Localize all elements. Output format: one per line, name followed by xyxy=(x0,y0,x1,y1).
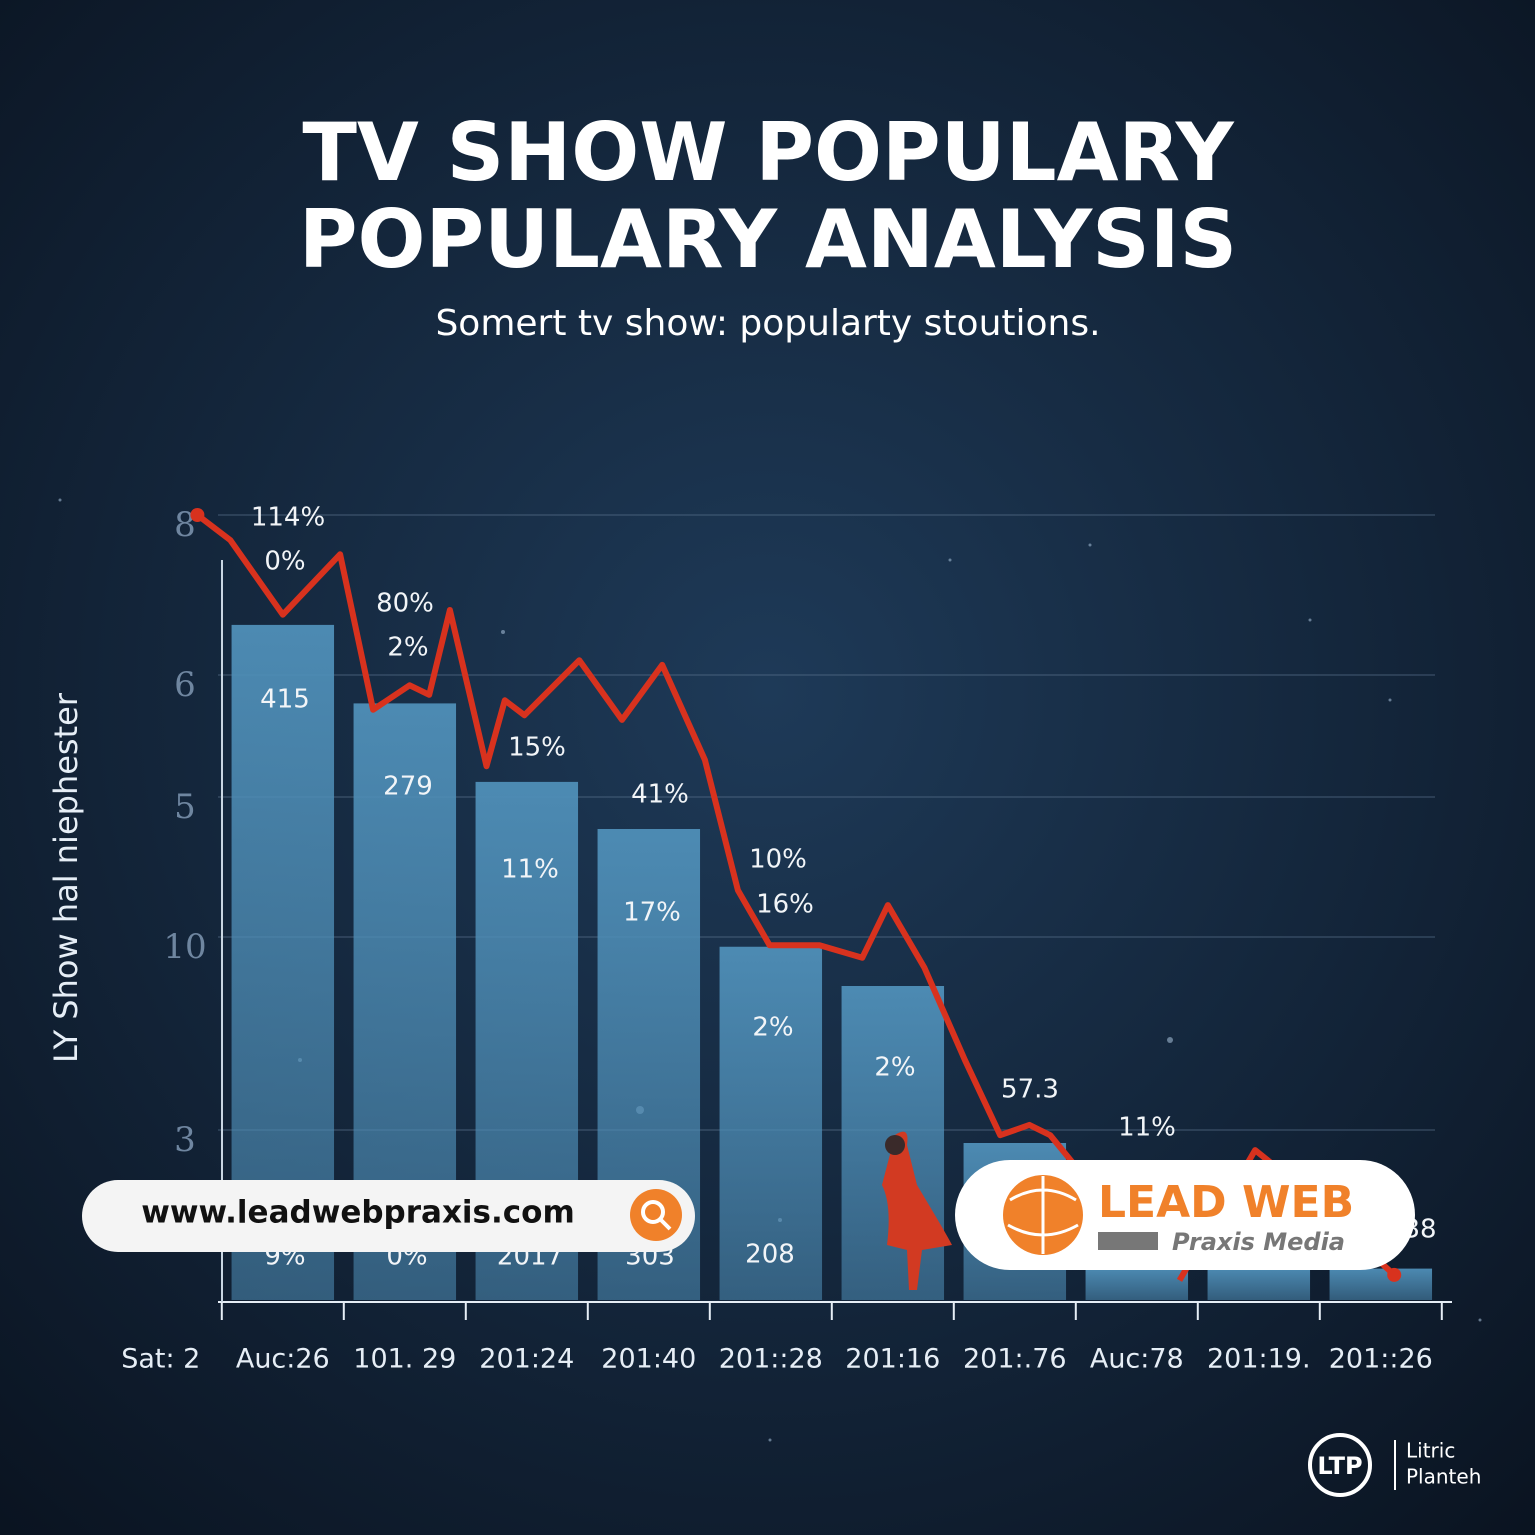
annotation: 2% xyxy=(874,1053,915,1083)
bar xyxy=(1085,1268,1189,1300)
x-tick-label: 201:24 xyxy=(479,1344,574,1375)
line-end xyxy=(1387,1267,1402,1282)
annotation: 208 xyxy=(745,1240,795,1270)
bar xyxy=(719,946,823,1300)
line-end xyxy=(190,508,205,522)
footer-line: Planteh xyxy=(1406,1465,1481,1489)
x-tick-label: 201:40 xyxy=(601,1344,696,1375)
bar xyxy=(1329,1268,1433,1300)
search-button[interactable] xyxy=(630,1189,682,1241)
annotation: 57.3 xyxy=(1001,1075,1059,1105)
search-icon xyxy=(658,1217,672,1231)
search-icon xyxy=(641,1200,665,1224)
x-tick-label: Auc:26 xyxy=(236,1344,330,1375)
y-tick-label: 10 xyxy=(163,927,206,967)
annotation: 11% xyxy=(501,855,559,885)
annotation: 279 xyxy=(383,772,433,802)
y-tick-label: 3 xyxy=(174,1120,196,1160)
annotation: 0% xyxy=(264,547,305,577)
annotation: 41% xyxy=(631,780,689,810)
figure xyxy=(882,1131,952,1290)
y-axis-label: LY Show hal niephester xyxy=(47,692,85,1063)
logo-bar xyxy=(1098,1232,1158,1250)
x-tick-label: 201::28 xyxy=(719,1344,823,1375)
url-text: www.leadwebpraxis.com xyxy=(141,1195,575,1231)
y-tick-label: 5 xyxy=(174,787,196,827)
footer-line: Litric xyxy=(1406,1439,1455,1463)
x-tick-label: Sat: 2 xyxy=(121,1344,200,1375)
figure-head xyxy=(885,1135,905,1155)
y-tick-label: 6 xyxy=(174,665,196,705)
bar xyxy=(1207,1268,1311,1300)
x-tick-label: 201:.76 xyxy=(963,1344,1067,1375)
annotation: 15% xyxy=(508,733,566,763)
annotation: 2% xyxy=(387,633,428,663)
x-tick-label: 201::26 xyxy=(1329,1344,1433,1375)
chart-title: TV SHOW POPULARY xyxy=(302,106,1234,199)
x-tick-label: Auc:78 xyxy=(1090,1344,1184,1375)
annotation: 16% xyxy=(756,890,814,920)
chart-subtitle: Somert tv show: popularty stoutions. xyxy=(435,303,1100,344)
x-tick-label: 201:16 xyxy=(845,1344,940,1375)
annotation: 11% xyxy=(1118,1113,1176,1143)
logo-globe-lines xyxy=(1007,1176,1079,1254)
x-tick-label: 101. 29 xyxy=(353,1344,456,1375)
url-bar[interactable] xyxy=(82,1180,695,1252)
chart-title: POPULARY ANALYSIS xyxy=(299,193,1237,286)
overlay: www.leadwebpraxis.com LEAD WEB Praxis Me… xyxy=(82,1131,1481,1497)
annotation: 17% xyxy=(623,898,681,928)
footer-logo xyxy=(1308,1433,1372,1497)
annotation: 415 xyxy=(260,685,310,715)
annotation: 10% xyxy=(749,845,807,875)
logo-name: LEAD WEB xyxy=(1098,1177,1354,1228)
x-tick-label: 201:19. xyxy=(1207,1344,1311,1375)
footer-mark: LTP xyxy=(1317,1452,1362,1480)
annotation: 114% xyxy=(251,503,325,533)
logo-tagline: Praxis Media xyxy=(1172,1228,1345,1256)
annotation: 80% xyxy=(376,589,434,619)
annotation: 2% xyxy=(752,1013,793,1043)
